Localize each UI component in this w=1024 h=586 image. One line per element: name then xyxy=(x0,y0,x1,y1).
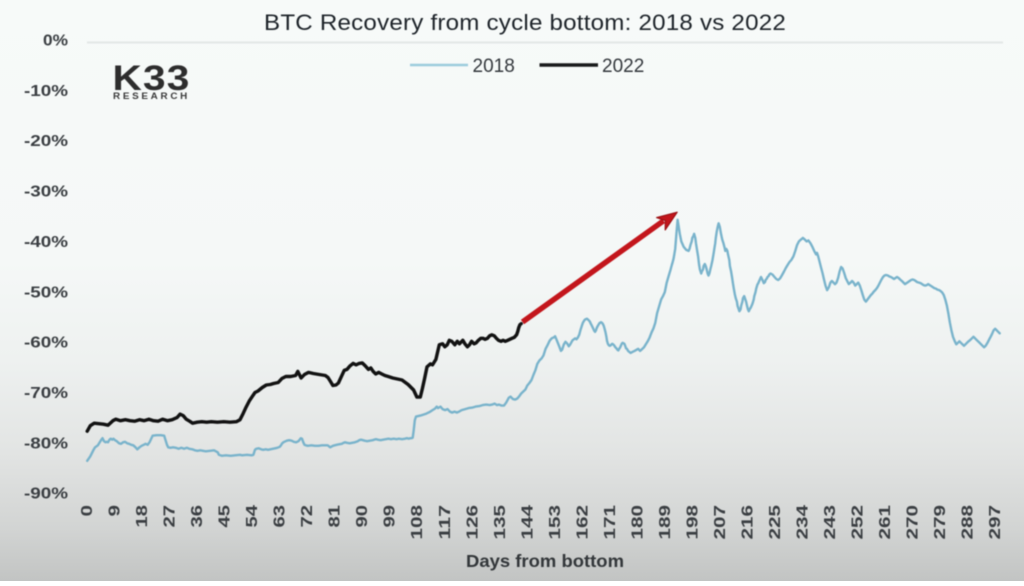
svg-text:-30%: -30% xyxy=(24,184,68,201)
svg-text:261: 261 xyxy=(877,505,894,540)
svg-text:63: 63 xyxy=(272,505,289,528)
svg-text:-90%: -90% xyxy=(24,486,68,503)
svg-text:117: 117 xyxy=(437,505,454,540)
svg-text:108: 108 xyxy=(409,505,426,540)
svg-text:-70%: -70% xyxy=(24,385,68,402)
svg-text:-80%: -80% xyxy=(24,435,68,452)
svg-text:72: 72 xyxy=(299,505,316,528)
svg-text:126: 126 xyxy=(464,505,481,540)
svg-text:279: 279 xyxy=(932,505,949,540)
svg-text:9: 9 xyxy=(107,505,124,517)
svg-text:Days from bottom: Days from bottom xyxy=(466,551,624,571)
svg-text:180: 180 xyxy=(629,505,646,540)
svg-text:2018: 2018 xyxy=(473,56,515,77)
svg-text:99: 99 xyxy=(382,505,399,528)
svg-text:-10%: -10% xyxy=(24,83,68,100)
svg-text:189: 189 xyxy=(657,505,674,540)
svg-text:225: 225 xyxy=(767,505,784,540)
svg-text:297: 297 xyxy=(987,505,1004,540)
svg-text:45: 45 xyxy=(217,505,234,528)
svg-text:BTC Recovery from cycle bottom: BTC Recovery from cycle bottom: 2018 vs … xyxy=(264,10,786,35)
svg-text:36: 36 xyxy=(189,505,206,528)
svg-text:-50%: -50% xyxy=(24,284,68,301)
svg-text:207: 207 xyxy=(712,505,729,540)
svg-text:90: 90 xyxy=(354,505,371,528)
svg-text:0%: 0% xyxy=(43,33,68,50)
svg-text:-60%: -60% xyxy=(24,335,68,352)
svg-text:288: 288 xyxy=(959,505,976,540)
svg-text:252: 252 xyxy=(849,505,866,540)
svg-text:K33: K33 xyxy=(113,59,191,98)
svg-text:162: 162 xyxy=(574,505,591,540)
svg-text:-40%: -40% xyxy=(24,234,68,251)
svg-text:54: 54 xyxy=(244,505,261,528)
svg-text:27: 27 xyxy=(162,505,179,528)
svg-text:18: 18 xyxy=(134,505,151,528)
svg-text:270: 270 xyxy=(904,505,921,540)
svg-text:171: 171 xyxy=(602,505,619,540)
svg-text:198: 198 xyxy=(684,505,701,540)
svg-text:81: 81 xyxy=(327,505,344,528)
svg-text:216: 216 xyxy=(739,505,756,540)
svg-text:2022: 2022 xyxy=(602,56,644,77)
svg-text:135: 135 xyxy=(492,505,509,540)
svg-text:153: 153 xyxy=(547,505,564,540)
svg-text:243: 243 xyxy=(822,505,839,540)
svg-text:0: 0 xyxy=(79,505,96,517)
svg-text:-20%: -20% xyxy=(24,133,68,150)
svg-text:234: 234 xyxy=(794,505,811,540)
svg-text:144: 144 xyxy=(519,505,536,540)
svg-text:RESEARCH: RESEARCH xyxy=(113,91,190,102)
